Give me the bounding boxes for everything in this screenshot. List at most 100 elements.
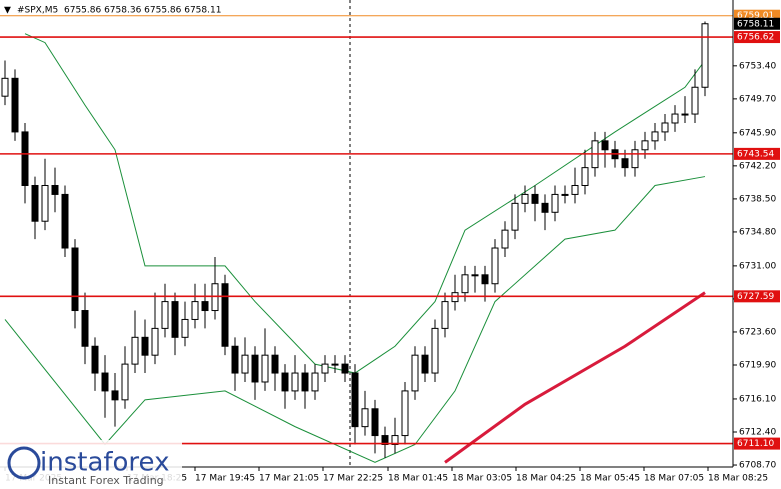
candle bbox=[261, 328, 269, 391]
candle-body bbox=[281, 372, 289, 392]
candle-body bbox=[651, 131, 659, 142]
symbol: #SPX,M5 bbox=[17, 6, 58, 16]
brand: instaforex bbox=[40, 448, 169, 478]
candle bbox=[101, 355, 109, 418]
candle bbox=[21, 122, 29, 204]
candle bbox=[171, 292, 179, 356]
x-tick-label: 17 Mar 19:45 bbox=[195, 474, 255, 484]
candle bbox=[241, 337, 249, 382]
x-tick-label: 18 Mar 07:05 bbox=[644, 474, 704, 484]
y-tick-label: 6712.40 bbox=[739, 427, 776, 437]
last-price-label: 6758.11 bbox=[737, 19, 774, 29]
candle bbox=[511, 194, 519, 240]
x-tick-label: 18 Mar 03:05 bbox=[452, 474, 512, 484]
level-label: 6759.01 bbox=[737, 11, 774, 21]
candle-body bbox=[131, 336, 139, 365]
candle-body bbox=[561, 193, 569, 196]
candle-body bbox=[151, 327, 159, 356]
candle-body bbox=[311, 372, 319, 392]
level-label: 6756.62 bbox=[737, 33, 774, 43]
x-tick-label: 18 Mar 01:45 bbox=[388, 474, 448, 484]
candle-body bbox=[621, 158, 629, 169]
candle bbox=[471, 265, 479, 293]
candle-body bbox=[571, 184, 579, 195]
candle-body bbox=[661, 122, 669, 133]
candle bbox=[251, 346, 259, 400]
candle-body bbox=[1, 77, 9, 97]
candle-body bbox=[641, 140, 649, 151]
candle bbox=[491, 239, 499, 293]
candle-body bbox=[11, 77, 19, 133]
candle bbox=[341, 355, 349, 382]
candle bbox=[81, 292, 89, 365]
candle-body bbox=[581, 167, 589, 186]
logo: instaforex Instant Forex Trading bbox=[0, 440, 182, 489]
plot bbox=[0, 15, 733, 464]
candle bbox=[451, 274, 459, 311]
y-tick-label: 6738.50 bbox=[739, 194, 776, 204]
candle bbox=[221, 274, 229, 356]
candle-body bbox=[21, 131, 29, 186]
candle bbox=[91, 337, 99, 391]
last-price-box bbox=[734, 17, 780, 30]
candle-body bbox=[341, 363, 349, 374]
candle-body bbox=[161, 301, 169, 329]
level-label-box bbox=[734, 147, 780, 160]
candle-body bbox=[691, 86, 699, 115]
level-label: 6743.54 bbox=[737, 149, 774, 159]
candle-body bbox=[601, 140, 609, 151]
candle bbox=[141, 319, 149, 374]
candle-body bbox=[121, 363, 129, 401]
candle bbox=[71, 239, 79, 329]
candle bbox=[571, 167, 579, 204]
candle bbox=[301, 364, 309, 409]
candle bbox=[671, 105, 679, 132]
candle-body bbox=[291, 372, 299, 392]
candle-body bbox=[521, 193, 529, 204]
y-tick-label: 6731.00 bbox=[739, 261, 776, 271]
y-tick-label: 6753.40 bbox=[739, 61, 776, 71]
candle bbox=[531, 185, 539, 222]
level-label-box bbox=[734, 31, 780, 44]
candle-body bbox=[141, 336, 149, 356]
y-tick-label: 6719.90 bbox=[739, 361, 776, 371]
candle-body bbox=[471, 274, 479, 277]
tagline: Instant Forex Trading bbox=[48, 474, 164, 487]
candle bbox=[61, 185, 69, 257]
candle bbox=[201, 283, 209, 329]
candle-body bbox=[171, 301, 179, 338]
candle-body bbox=[431, 327, 439, 374]
candle bbox=[501, 221, 509, 257]
y-tick-label: 6716.10 bbox=[739, 394, 776, 404]
candle bbox=[381, 426, 389, 458]
indicator-line bbox=[444, 291, 706, 464]
candle bbox=[401, 381, 409, 445]
candle bbox=[371, 399, 379, 454]
candle-body bbox=[451, 292, 459, 303]
candle bbox=[191, 283, 199, 329]
candle bbox=[111, 373, 119, 427]
level-label-box bbox=[734, 290, 780, 303]
candle-body bbox=[441, 301, 449, 329]
candle-body bbox=[181, 318, 189, 338]
candle-body bbox=[481, 274, 489, 285]
candle bbox=[431, 319, 439, 382]
candle-body bbox=[41, 184, 49, 222]
candle bbox=[561, 185, 569, 204]
y-tick-label: 6742.20 bbox=[739, 161, 776, 171]
candle-body bbox=[101, 372, 109, 392]
candle-body bbox=[531, 193, 539, 204]
y-tick-label: 6723.60 bbox=[739, 327, 776, 337]
candle-body bbox=[301, 372, 309, 392]
candle bbox=[291, 355, 299, 400]
candle-body bbox=[271, 354, 279, 374]
candle bbox=[541, 194, 549, 231]
candle-body bbox=[411, 354, 419, 392]
level-label: 6727.59 bbox=[737, 292, 774, 302]
logo-icon bbox=[7, 446, 41, 480]
candle-body bbox=[51, 184, 59, 195]
candle bbox=[361, 390, 369, 436]
x-tick-label: 18 Mar 05:45 bbox=[580, 474, 640, 484]
candle-body bbox=[351, 372, 359, 428]
candle bbox=[681, 96, 689, 123]
